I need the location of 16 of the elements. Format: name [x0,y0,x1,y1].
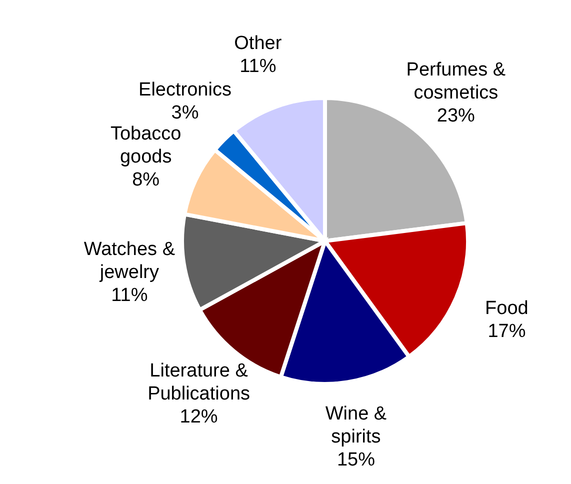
slice-label: Electronics [138,78,232,100]
data-label: 11% [111,284,148,306]
slice-label: Watches & jewelry [84,238,176,282]
data-label: 12% [180,406,218,428]
slice-label: Literature & Publications [148,360,250,404]
slice-label: Food [485,298,528,319]
slice-label: Perfumes & cosmetics [406,58,506,103]
data-label: 8% [132,169,160,190]
slice-label: Wine & spirits [325,403,387,448]
data-label: 11% [240,56,276,77]
slice-label: Tobacco goods [110,123,182,168]
data-label: 3% [171,102,199,123]
data-label: 15% [336,449,376,470]
data-label: 23% [436,104,476,126]
slice-label: Other [234,32,282,54]
data-label: 17% [488,320,526,342]
